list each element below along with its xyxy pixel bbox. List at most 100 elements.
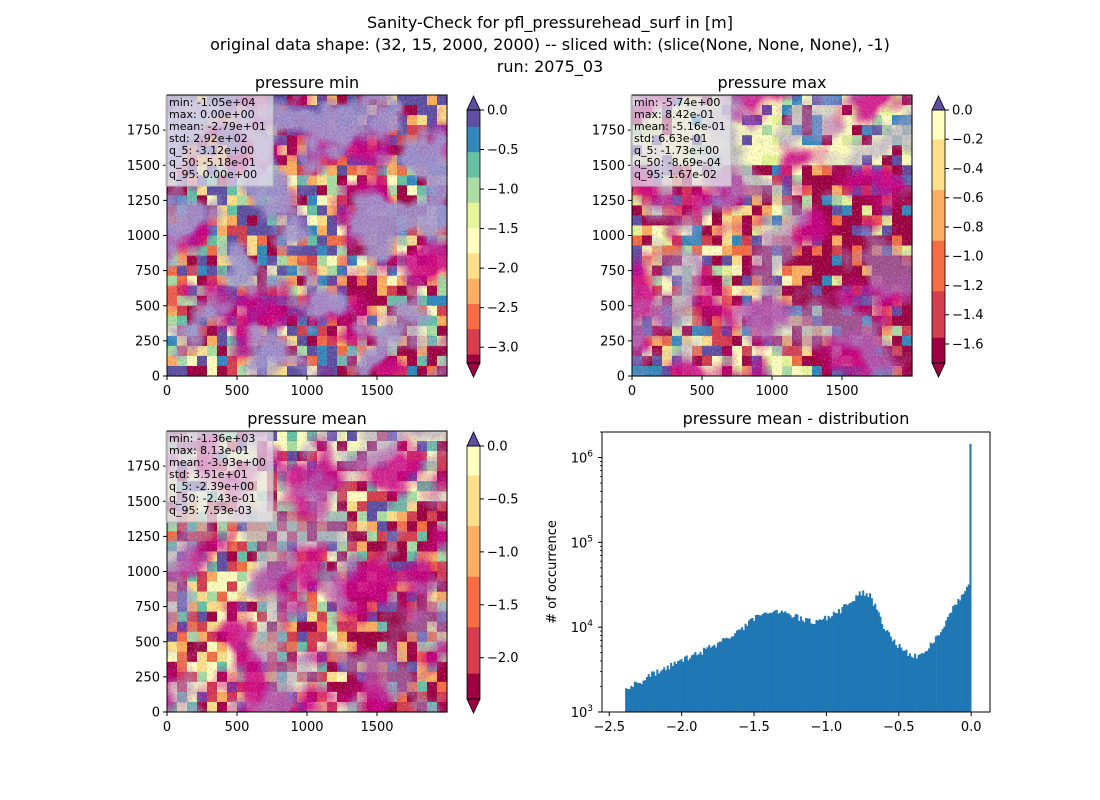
colorbar-segment (467, 173, 480, 179)
colorbar-segment (467, 555, 480, 561)
colorbar-segment (467, 160, 480, 166)
stats-line: max: 8.13e-01 (169, 444, 249, 457)
stats-line: mean: -3.93e+00 (169, 456, 266, 469)
stats-line: q_50: -5.18e-01 (169, 156, 256, 169)
colorbar-segment (932, 274, 945, 280)
histogram-bar (822, 618, 825, 712)
histogram-bar (806, 618, 809, 712)
stats-line: min: -5.74e+00 (634, 96, 720, 109)
histogram-bar (818, 619, 821, 712)
histogram-bar (825, 620, 828, 712)
histogram-bar (858, 591, 861, 712)
histogram-bar (753, 620, 756, 712)
colorbar-segment (467, 266, 480, 271)
histogram-bar (635, 682, 638, 712)
colorbar-segment (467, 538, 480, 544)
colorbar-segment (467, 483, 480, 489)
histogram-bar (647, 674, 650, 712)
histogram-bar (625, 688, 628, 712)
colorbar-segment (932, 181, 945, 187)
colorbar-segment (467, 169, 480, 174)
histogram-bar (756, 614, 759, 712)
histogram-bar (965, 586, 969, 712)
colorbar-segment (467, 500, 480, 506)
colorbar-segment (467, 639, 480, 645)
colorbar-segment (932, 215, 945, 221)
histogram-bar (921, 653, 924, 712)
colorbar-segment (467, 337, 480, 343)
colorbar-segment (932, 358, 945, 364)
colorbar-segment (467, 635, 480, 641)
colorbar-segment (467, 589, 480, 595)
colorbar-tick-label: −1.6 (952, 337, 984, 352)
histogram-bar (739, 629, 742, 712)
histogram-bar (856, 595, 860, 712)
histogram-bar (765, 612, 768, 712)
colorbar-tick-label: 0.0 (487, 440, 508, 455)
x-tick-label: 0 (628, 384, 636, 399)
histogram-bar (960, 594, 963, 712)
histogram-bar (908, 653, 911, 712)
histogram-bar (666, 665, 669, 712)
histogram-bar (882, 628, 885, 712)
colorbar-tick-label: −1.0 (487, 183, 519, 198)
colorbar-segment (467, 181, 480, 187)
colorbar-segment (467, 517, 480, 523)
histogram-bar (934, 636, 937, 712)
colorbar-segment (932, 156, 945, 162)
stats-line: q_95: 1.67e-02 (634, 168, 717, 181)
histogram-bar (751, 617, 754, 712)
histogram-bar (668, 669, 671, 712)
histogram-bar (893, 639, 896, 712)
histogram-bar (664, 670, 667, 712)
colorbar-tick-label: 0.0 (487, 104, 508, 119)
colorbar-tick-label: −2.0 (487, 651, 519, 666)
y-tick-label: 750 (600, 264, 625, 279)
y-tick-label: 0 (152, 370, 160, 385)
histogram-bar (969, 443, 972, 712)
colorbar: 0.0 −0.5 −1.0 −1.5 −2.0 −2.5 −3.0 (466, 95, 519, 378)
colorbar-segment (932, 350, 945, 356)
histogram-bar (723, 638, 726, 712)
colorbar-segment (467, 686, 480, 692)
colorbar-segment (467, 496, 480, 502)
colorbar-segment (932, 139, 945, 145)
histogram-bars (625, 443, 972, 712)
colorbar-segment (467, 610, 480, 616)
histogram-bar (730, 636, 733, 712)
histogram-bar (910, 656, 913, 712)
colorbar-tick-label: −1.5 (487, 598, 519, 613)
colorbar-segment (932, 295, 945, 301)
histogram-bar (711, 646, 714, 712)
colorbar-tick-label: 0.0 (952, 104, 973, 119)
stats-line: min: -1.36e+03 (169, 432, 255, 445)
histogram-bar (915, 658, 918, 712)
histogram-bar (628, 688, 631, 712)
y-tick-mantissa: 10 (571, 536, 588, 551)
colorbar-segment (467, 156, 480, 162)
colorbar-segment (467, 295, 480, 301)
colorbar-segment (467, 576, 480, 582)
colorbar-segment (467, 299, 480, 305)
stats-line: max: 0.00e+00 (169, 108, 255, 121)
histogram-bar (931, 643, 934, 712)
histogram-bar (784, 611, 787, 712)
histogram-bar (768, 612, 771, 712)
colorbar-segment (467, 467, 480, 472)
colorbar-segment (932, 190, 945, 195)
colorbar-segment (932, 257, 945, 263)
stats-line: mean: -2.79e+01 (169, 120, 266, 133)
histogram-bar (891, 641, 894, 712)
histogram-bar (626, 689, 629, 712)
histogram-bar (741, 627, 744, 712)
y-tick-exponent: 6 (587, 450, 593, 460)
figure-title-line: original data shape: (32, 15, 2000, 2000… (210, 35, 890, 54)
colorbar-segment (467, 542, 480, 548)
colorbar-segment (467, 618, 480, 624)
y-tick-exponent: 3 (587, 704, 593, 714)
histogram-bar (675, 664, 678, 712)
histogram-bar (933, 642, 936, 712)
colorbar-segment (932, 206, 945, 212)
